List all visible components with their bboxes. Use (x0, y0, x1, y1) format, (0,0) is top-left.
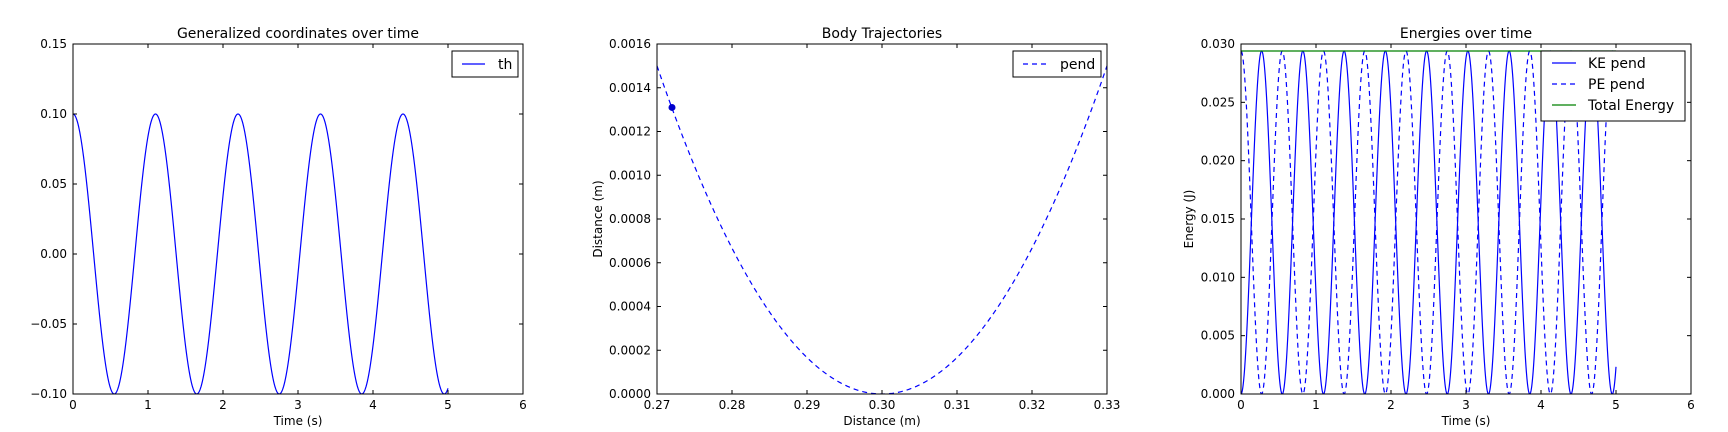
x-tick-label: 5 (444, 398, 452, 412)
x-tick-label: 6 (519, 398, 527, 412)
y-tick-label: −0.05 (30, 317, 67, 331)
series-line-th (73, 113, 449, 394)
y-tick-label: 0.0002 (609, 343, 651, 357)
x-tick-label: 0.32 (1019, 398, 1046, 412)
x-tick-label: 2 (219, 398, 227, 412)
panel-energies: Energies over time Time (s) Energy (J) 0… (1182, 26, 1695, 428)
y-tick-label: 0.030 (1201, 37, 1235, 51)
legend-label-pe: PE pend (1588, 77, 1645, 93)
plot-frame (72, 43, 524, 395)
x-tick-label: 0.30 (869, 398, 896, 412)
y-tick-label: 0.025 (1201, 95, 1235, 109)
plot-frame (656, 43, 1108, 395)
x-tick-label: 0 (1237, 398, 1245, 412)
current-position-marker (668, 103, 676, 111)
x-tick-label: 0.31 (944, 398, 971, 412)
x-tick-label: 4 (369, 398, 377, 412)
y-tick-label: 0.05 (40, 177, 67, 191)
y-tick-label: 0.0010 (609, 168, 651, 182)
y-tick-label: 0.0006 (609, 256, 651, 270)
chart-title: Body Trajectories (822, 26, 942, 42)
x-tick-label: 0.29 (794, 398, 821, 412)
legend: th (451, 50, 519, 78)
x-tick-label: 1 (1312, 398, 1320, 412)
y-axis-label: Energy (J) (1182, 190, 1196, 249)
x-tick-label: 0.27 (644, 398, 671, 412)
y-tick-label: 0.0012 (609, 125, 651, 139)
y-tick-label: 0.0016 (609, 37, 651, 51)
y-tick-label: 0.0000 (609, 387, 651, 401)
legend-label-th: th (498, 57, 512, 73)
legend-label-total: Total Energy (1587, 98, 1674, 114)
y-tick-label: 0.0004 (609, 300, 651, 314)
panel-generalized-coordinates: Generalized coordinates over time Time (… (30, 26, 527, 428)
y-tick-label: 0.00 (40, 247, 67, 261)
chart-title: Energies over time (1400, 26, 1532, 42)
chart-title: Generalized coordinates over time (177, 26, 419, 42)
x-tick-label: 6 (1687, 398, 1695, 412)
y-tick-label: −0.10 (30, 387, 67, 401)
x-tick-label: 3 (1462, 398, 1470, 412)
x-tick-label: 4 (1537, 398, 1545, 412)
y-tick-label: 0.0008 (609, 212, 651, 226)
panel-body-trajectories: Body Trajectories Distance (m) Distance … (591, 26, 1120, 428)
x-tick-label: 0.28 (719, 398, 746, 412)
x-tick-label: 0 (69, 398, 77, 412)
y-tick-label: 0.000 (1201, 387, 1235, 401)
y-axis-label: Distance (m) (591, 180, 605, 257)
y-tick-label: 0.015 (1201, 212, 1235, 226)
y-tick-label: 0.0014 (609, 81, 651, 95)
legend: pend (1012, 50, 1102, 78)
y-tick-label: 0.020 (1201, 154, 1235, 168)
plot-frame (1240, 43, 1692, 395)
series-line-pe-pend (1241, 50, 1617, 394)
x-axis-label: Time (s) (273, 414, 323, 428)
y-tick-label: 0.010 (1201, 270, 1235, 284)
legend-label-ke: KE pend (1588, 56, 1646, 72)
x-tick-label: 1 (144, 398, 152, 412)
series-line-pend (657, 65, 1107, 394)
x-tick-label: 3 (294, 398, 302, 412)
legend-label-pend: pend (1060, 57, 1095, 73)
x-axis-label: Time (s) (1441, 414, 1491, 428)
x-tick-label: 0.33 (1094, 398, 1121, 412)
x-tick-label: 5 (1612, 398, 1620, 412)
x-axis-label: Distance (m) (843, 414, 920, 428)
y-tick-label: 0.15 (40, 37, 67, 51)
y-tick-label: 0.005 (1201, 329, 1235, 343)
x-tick-label: 2 (1387, 398, 1395, 412)
legend: KE pend PE pend Total Energy (1540, 50, 1686, 122)
y-tick-label: 0.10 (40, 107, 67, 121)
